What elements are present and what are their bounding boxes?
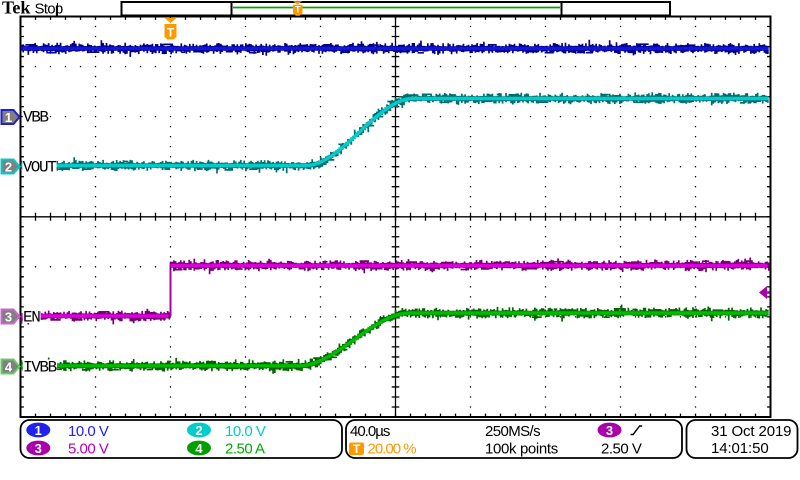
- svg-text:4: 4: [195, 441, 203, 456]
- svg-text:250MS/s: 250MS/s: [485, 423, 540, 440]
- svg-text:2.50 V: 2.50 V: [601, 441, 642, 458]
- svg-text:Stop: Stop: [35, 1, 63, 18]
- svg-text:2: 2: [195, 423, 202, 438]
- svg-text:20.00 %: 20.00 %: [368, 441, 417, 458]
- svg-text:5.00 V: 5.00 V: [68, 441, 109, 458]
- svg-text:31 Oct 2019: 31 Oct 2019: [711, 423, 791, 440]
- svg-text:T: T: [295, 5, 301, 16]
- svg-text:1: 1: [35, 423, 42, 438]
- svg-text:Tek: Tek: [2, 0, 30, 18]
- svg-text:100k points: 100k points: [485, 441, 558, 458]
- svg-text:4: 4: [5, 360, 13, 375]
- svg-text:3: 3: [606, 423, 613, 438]
- svg-text:10.0 V: 10.0 V: [68, 423, 109, 440]
- svg-text:2.50 A: 2.50 A: [225, 441, 265, 458]
- svg-text:2: 2: [5, 160, 12, 175]
- svg-text:40.0µs: 40.0µs: [350, 423, 390, 440]
- svg-text:T: T: [353, 442, 361, 456]
- svg-text:1: 1: [5, 110, 12, 125]
- svg-text:3: 3: [35, 441, 42, 456]
- svg-text:IVBB: IVBB: [23, 359, 57, 377]
- svg-text:14:01:50: 14:01:50: [711, 440, 769, 457]
- svg-text:EN: EN: [23, 309, 40, 327]
- svg-text:T: T: [167, 25, 175, 39]
- svg-text:3: 3: [5, 310, 12, 325]
- svg-text:10.0 V: 10.0 V: [225, 423, 266, 440]
- svg-text:VOUT: VOUT: [23, 159, 57, 177]
- svg-text:VBB: VBB: [23, 109, 48, 127]
